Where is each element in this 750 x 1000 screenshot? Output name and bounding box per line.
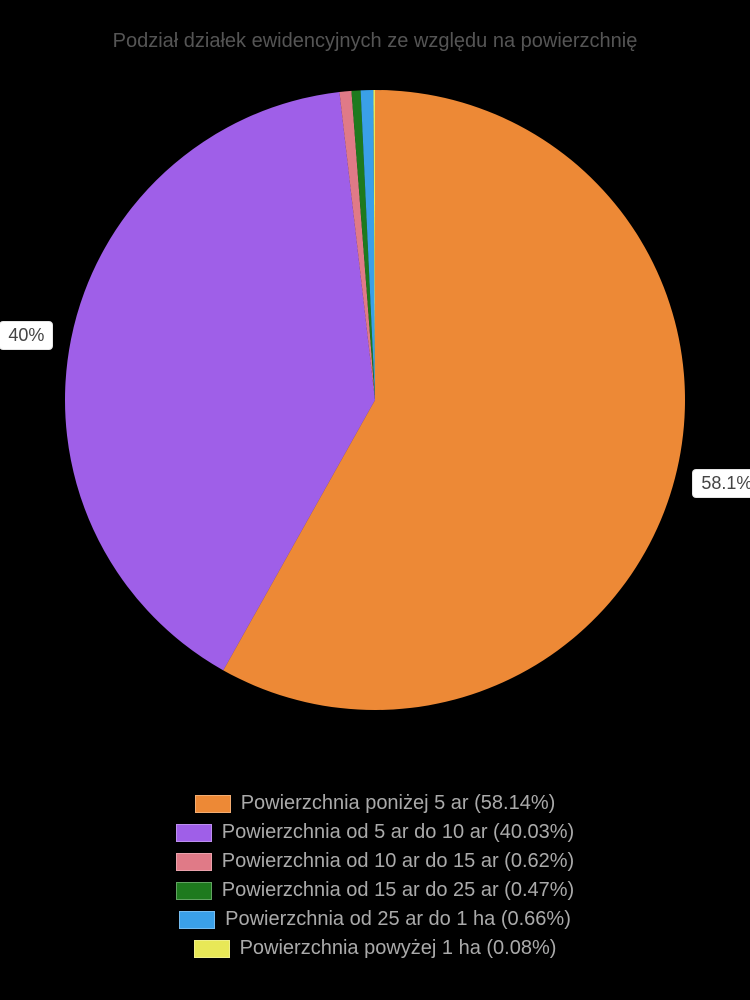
legend-swatch — [176, 882, 212, 900]
legend-label: Powierzchnia od 25 ar do 1 ha (0.66%) — [225, 908, 571, 931]
legend-item: Powierzchnia poniżej 5 ar (58.14%) — [195, 792, 556, 815]
legend-swatch — [195, 795, 231, 813]
legend-swatch — [194, 940, 230, 958]
chart-title: Podział działek ewidencyjnych ze względu… — [0, 30, 750, 53]
legend-item: Powierzchnia od 5 ar do 10 ar (40.03%) — [176, 821, 574, 844]
legend: Powierzchnia poniżej 5 ar (58.14%) Powier… — [0, 792, 750, 960]
pie-chart: 58.1%40% — [50, 75, 700, 725]
legend-label: Powierzchnia poniżej 5 ar (58.14%) — [241, 792, 556, 815]
pie-data-label: 40% — [0, 321, 53, 350]
legend-item: Powierzchnia od 10 ar do 15 ar (0.62%) — [176, 850, 574, 873]
pie-svg — [50, 75, 700, 725]
pie-data-label: 58.1% — [692, 469, 750, 498]
legend-item: Powierzchnia od 15 ar do 25 ar (0.47%) — [176, 879, 574, 902]
legend-label: Powierzchnia od 5 ar do 10 ar (40.03%) — [222, 821, 574, 844]
legend-label: Powierzchnia od 15 ar do 25 ar (0.47%) — [222, 879, 574, 902]
legend-item: Powierzchnia od 25 ar do 1 ha (0.66%) — [179, 908, 571, 931]
legend-item: Powierzchnia powyżej 1 ha (0.08%) — [194, 937, 557, 960]
legend-swatch — [176, 824, 212, 842]
legend-swatch — [179, 911, 215, 929]
legend-label: Powierzchnia od 10 ar do 15 ar (0.62%) — [222, 850, 574, 873]
legend-label: Powierzchnia powyżej 1 ha (0.08%) — [240, 937, 557, 960]
legend-swatch — [176, 853, 212, 871]
